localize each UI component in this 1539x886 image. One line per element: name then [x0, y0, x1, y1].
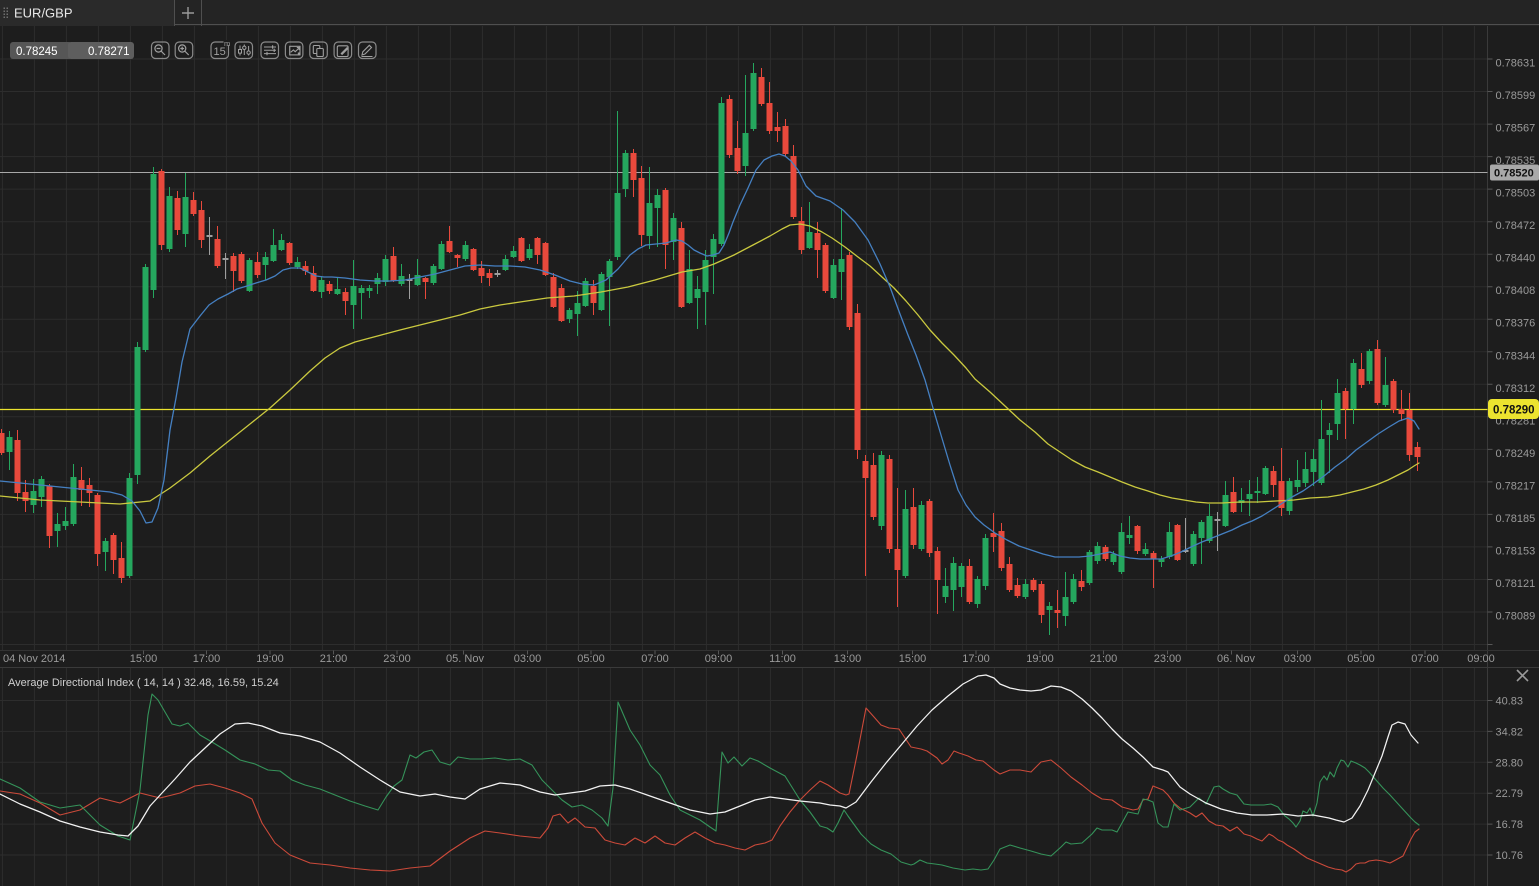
svg-text:0.78520: 0.78520	[1494, 168, 1534, 180]
svg-text:19:00: 19:00	[256, 653, 284, 665]
svg-text:m: m	[224, 39, 230, 48]
svg-text:15:00: 15:00	[130, 653, 158, 665]
svg-text:34.82: 34.82	[1496, 726, 1524, 738]
svg-text:40.83: 40.83	[1496, 696, 1524, 708]
svg-text:0.78245: 0.78245	[16, 46, 58, 58]
svg-text:21:00: 21:00	[1090, 653, 1118, 665]
svg-text:16.78: 16.78	[1496, 819, 1524, 831]
svg-text:0.78599: 0.78599	[1496, 90, 1536, 102]
svg-text:0.78290: 0.78290	[1493, 405, 1535, 417]
svg-text:15: 15	[214, 46, 226, 58]
svg-text:0.78503: 0.78503	[1496, 188, 1536, 200]
svg-text:11:00: 11:00	[769, 653, 796, 665]
svg-text:17:00: 17:00	[193, 653, 221, 665]
svg-text:0.78567: 0.78567	[1496, 123, 1536, 135]
svg-text:0.78217: 0.78217	[1496, 480, 1536, 492]
svg-text:09:00: 09:00	[705, 653, 733, 665]
svg-text:04 Nov 2014: 04 Nov 2014	[3, 653, 65, 665]
svg-text:0.78249: 0.78249	[1496, 448, 1536, 460]
svg-text:0.78408: 0.78408	[1496, 285, 1536, 297]
svg-text:07:00: 07:00	[1411, 653, 1439, 665]
svg-text:09:00: 09:00	[1467, 653, 1495, 665]
svg-text:03:00: 03:00	[514, 653, 542, 665]
svg-text:05. Nov: 05. Nov	[446, 653, 484, 665]
svg-text:0.78185: 0.78185	[1496, 513, 1536, 525]
svg-text:17:00: 17:00	[962, 653, 990, 665]
svg-text:0.78153: 0.78153	[1496, 546, 1536, 558]
svg-text:03:00: 03:00	[1284, 653, 1312, 665]
svg-text:0.78344: 0.78344	[1496, 350, 1536, 362]
svg-text:0.78440: 0.78440	[1496, 253, 1536, 265]
svg-text:0.78472: 0.78472	[1496, 220, 1536, 232]
svg-text:23:00: 23:00	[1154, 653, 1182, 665]
svg-text:15:00: 15:00	[899, 653, 927, 665]
svg-text:13:00: 13:00	[834, 653, 862, 665]
svg-text:EUR/GBP: EUR/GBP	[14, 6, 73, 21]
svg-text:0.78631: 0.78631	[1496, 58, 1536, 70]
svg-text:0.78271: 0.78271	[88, 46, 130, 58]
svg-text:0.78376: 0.78376	[1496, 318, 1536, 330]
svg-text:19:00: 19:00	[1026, 653, 1054, 665]
svg-text:0.78312: 0.78312	[1496, 383, 1536, 395]
svg-text:28.80: 28.80	[1496, 757, 1524, 769]
svg-text:22.79: 22.79	[1496, 788, 1524, 800]
svg-text:06. Nov: 06. Nov	[1217, 653, 1255, 665]
svg-text:21:00: 21:00	[320, 653, 348, 665]
svg-text:0.78089: 0.78089	[1496, 611, 1536, 623]
svg-text:Average Directional Index ( 14: Average Directional Index ( 14, 14 ) 32.…	[8, 677, 279, 689]
svg-text:07:00: 07:00	[641, 653, 669, 665]
svg-text:05:00: 05:00	[577, 653, 605, 665]
svg-text:0.78535: 0.78535	[1496, 155, 1536, 167]
svg-text:10.76: 10.76	[1496, 850, 1524, 862]
svg-text:05:00: 05:00	[1347, 653, 1375, 665]
svg-text:0.78121: 0.78121	[1496, 578, 1536, 590]
svg-text:23:00: 23:00	[383, 653, 411, 665]
